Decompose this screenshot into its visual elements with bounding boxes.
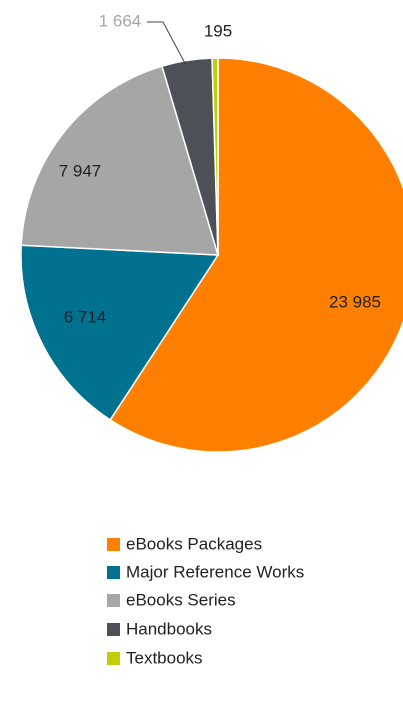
- leader-line: [147, 21, 188, 67]
- data-label: 6 714: [64, 307, 107, 326]
- legend-swatch: [107, 623, 120, 636]
- legend-label: Handbooks: [126, 619, 212, 638]
- legend: eBooks Packages Major Reference Works eBoo…: [107, 534, 304, 667]
- pie-slice: [20, 65, 220, 256]
- legend-label: eBooks Series: [126, 590, 236, 609]
- legend-label: Textbooks: [126, 648, 203, 667]
- data-label: 7 947: [59, 161, 102, 180]
- pie-slice: [20, 244, 220, 421]
- legend-label: eBooks Packages: [126, 534, 262, 553]
- legend-swatch: [107, 538, 120, 551]
- data-label: 195: [204, 21, 232, 40]
- legend-swatch: [107, 652, 120, 665]
- data-label: 23 985: [329, 292, 381, 311]
- legend-label: Major Reference Works: [126, 562, 304, 581]
- legend-swatch: [107, 566, 120, 579]
- legend-swatch: [107, 594, 120, 607]
- data-label: 1 664: [99, 11, 142, 30]
- pie-slice: [109, 57, 403, 453]
- pie-slice: [211, 57, 219, 256]
